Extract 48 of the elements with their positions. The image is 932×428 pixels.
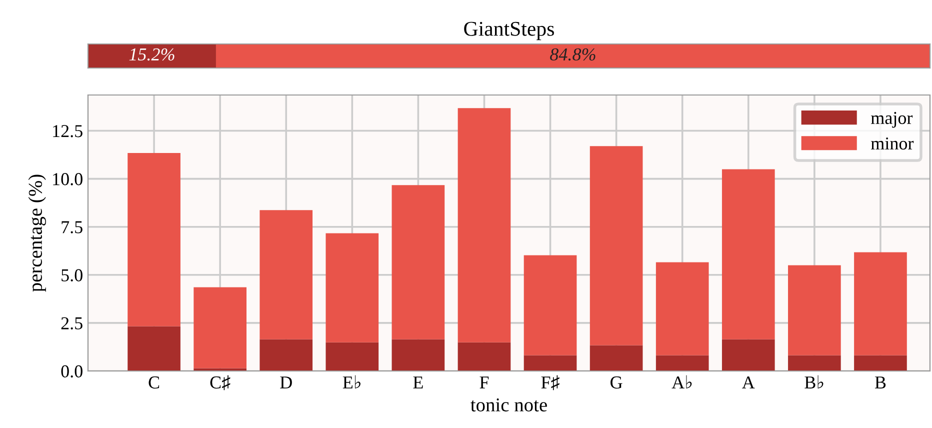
data-label: 15.2% xyxy=(129,48,174,61)
bar xyxy=(392,185,445,340)
y-tick-label: 2.5 xyxy=(61,317,82,330)
bar xyxy=(656,355,709,371)
bar xyxy=(260,339,313,371)
x-tick-label: B xyxy=(874,376,886,388)
bar xyxy=(458,108,511,342)
bar xyxy=(524,255,577,356)
data-label: 84.8% xyxy=(550,48,596,61)
bar xyxy=(854,252,907,356)
legend-label: minor xyxy=(871,137,914,150)
x-tick-label: G xyxy=(610,376,622,389)
x-tick-label: A♭ xyxy=(672,375,692,388)
bar xyxy=(326,233,379,342)
bar xyxy=(128,326,180,371)
bar xyxy=(722,169,775,340)
y-axis-title: percentage (%) xyxy=(28,174,46,292)
y-tick-label: 12.5 xyxy=(53,125,82,138)
bar xyxy=(854,355,907,371)
legend-label: major xyxy=(871,112,913,128)
x-tick-label: C xyxy=(148,376,160,389)
x-tick-label: C♯ xyxy=(210,375,230,390)
x-tick-label: B♭ xyxy=(804,375,824,388)
bar xyxy=(128,153,180,326)
bar xyxy=(656,262,709,356)
y-tick-label: 5.0 xyxy=(62,269,82,282)
bar xyxy=(524,355,577,371)
x-axis-title: tonic note xyxy=(470,398,547,412)
y-tick-label: 0.0 xyxy=(61,365,82,378)
chart-title: GiantSteps xyxy=(464,22,554,40)
bar xyxy=(788,355,841,371)
y-tick-label: 7.5 xyxy=(62,221,82,234)
bar xyxy=(260,210,313,340)
x-tick-label: F♯ xyxy=(541,375,560,390)
x-tick-label: E♭ xyxy=(342,375,360,388)
bar xyxy=(590,345,643,371)
x-tick-label: D xyxy=(280,376,292,388)
bar xyxy=(194,287,246,368)
bar xyxy=(788,265,841,356)
bar xyxy=(326,342,379,371)
x-tick-label: F xyxy=(480,376,489,388)
bar xyxy=(722,339,775,371)
bar xyxy=(392,339,445,371)
y-tick-label: 10.0 xyxy=(53,173,82,186)
x-tick-label: E xyxy=(413,376,423,388)
bar xyxy=(590,146,643,346)
x-tick-label: A xyxy=(742,376,755,388)
bar xyxy=(458,342,511,371)
